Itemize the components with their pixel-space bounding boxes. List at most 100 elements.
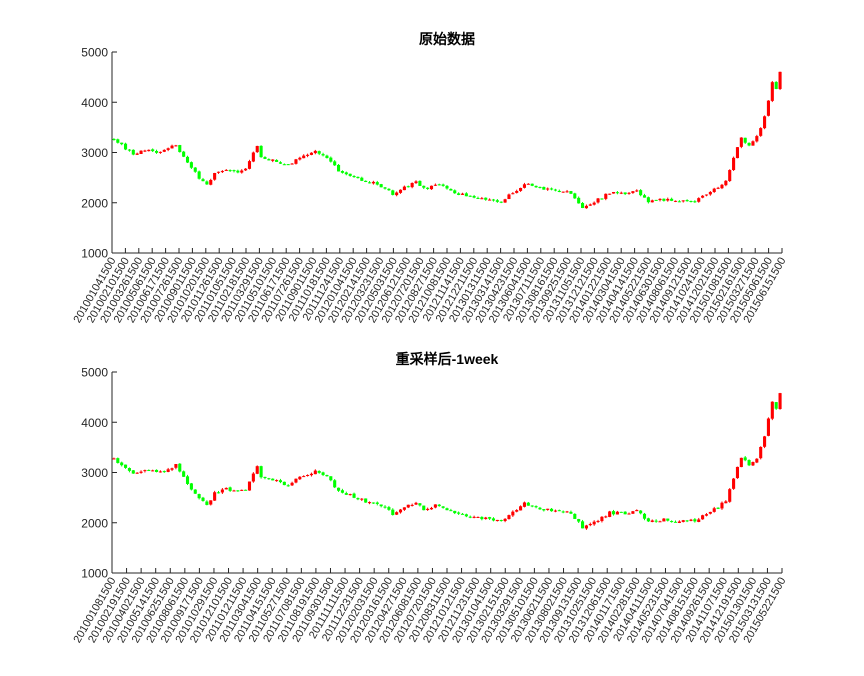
candle-body — [379, 504, 383, 507]
candle-body — [650, 520, 654, 522]
candle-body — [472, 516, 476, 518]
candle-body — [472, 196, 476, 198]
candle-body — [495, 200, 499, 202]
y-tick-label: 2000 — [81, 196, 108, 210]
candle-body — [735, 147, 740, 159]
candle-body — [631, 191, 635, 193]
candle-body — [166, 148, 170, 150]
candle-body — [677, 201, 681, 203]
candle-body — [755, 136, 759, 142]
candle-body — [538, 186, 542, 188]
candle-body — [298, 476, 302, 480]
candle-body — [712, 508, 716, 512]
candle-body — [302, 476, 306, 478]
candle-body — [751, 462, 755, 466]
candle-body — [747, 460, 751, 466]
candle-body — [197, 171, 201, 179]
y-tick-label: 4000 — [81, 96, 108, 110]
candle-body — [608, 193, 612, 195]
candle-body — [209, 179, 213, 185]
candle-body — [480, 198, 484, 200]
candle-body — [321, 472, 325, 475]
candle-body — [550, 508, 554, 512]
candle-body — [116, 458, 120, 463]
candle-body — [375, 182, 379, 185]
candle-body — [499, 520, 503, 522]
candle-body — [406, 504, 410, 508]
candle-body — [313, 470, 317, 475]
candle-body — [127, 468, 131, 471]
candle-body — [623, 192, 627, 195]
candle-body — [360, 177, 364, 181]
candle-body — [697, 198, 701, 202]
candle-body — [654, 199, 658, 201]
candle-body — [712, 188, 716, 193]
candle-body — [507, 515, 511, 520]
candle-body — [174, 464, 178, 468]
candle-body — [623, 511, 627, 515]
candle-body — [329, 157, 333, 162]
candle-body — [213, 173, 217, 180]
candle-body — [441, 184, 445, 186]
y-tick-label: 1000 — [81, 567, 108, 581]
candle-body — [662, 198, 666, 201]
candle-body — [658, 521, 662, 523]
candle-body — [340, 490, 344, 493]
candle-body — [131, 470, 135, 474]
candle-body — [255, 145, 259, 153]
candle-body — [697, 519, 701, 522]
candle-body — [182, 471, 186, 477]
candle-body — [236, 170, 240, 173]
candle-body — [282, 481, 286, 486]
candle-body — [143, 470, 147, 472]
candle-body — [666, 198, 670, 201]
candle-body — [530, 505, 534, 507]
candle-body — [534, 506, 538, 508]
candle-body — [445, 185, 449, 189]
candle-body — [778, 393, 782, 410]
candle-body — [557, 190, 561, 192]
candle-body — [240, 489, 244, 491]
candle-body — [213, 492, 217, 501]
candle-body — [774, 81, 778, 89]
chart-title: 原始数据 — [419, 31, 475, 47]
candle-body — [631, 511, 635, 514]
candle-body — [484, 517, 488, 519]
candle-body — [263, 157, 267, 159]
candle-body — [406, 186, 410, 188]
candle-body — [414, 181, 418, 184]
candle-body — [247, 161, 252, 169]
candle-body — [228, 487, 232, 491]
candle-body — [515, 510, 519, 512]
candle-body — [693, 201, 697, 203]
candle-body — [151, 149, 155, 152]
candle-body — [673, 521, 678, 523]
candle-body — [619, 511, 623, 513]
candle-body — [224, 169, 228, 171]
candle-body — [170, 468, 174, 470]
candle-body — [511, 193, 515, 195]
candle-body — [391, 509, 395, 515]
candle-body — [573, 513, 577, 519]
candle-body — [670, 198, 674, 201]
candle-body — [275, 480, 279, 482]
candle-body — [166, 469, 170, 472]
candle-body — [337, 487, 341, 491]
candle-body — [491, 518, 496, 521]
candle-body — [515, 190, 519, 193]
candle-body — [429, 507, 434, 510]
candle-body — [457, 512, 461, 514]
candle-body — [263, 476, 267, 478]
candle-body — [720, 184, 724, 189]
candle-body — [569, 511, 573, 514]
candle-body — [743, 457, 747, 461]
candle-body — [639, 510, 643, 514]
candle-body — [739, 457, 743, 468]
candle-body — [573, 193, 577, 199]
candle-body — [596, 198, 600, 203]
candle-body — [367, 182, 372, 184]
candle-body — [534, 185, 538, 188]
candle-body — [673, 200, 678, 202]
candle-body — [766, 100, 770, 116]
candle-body — [112, 138, 116, 140]
